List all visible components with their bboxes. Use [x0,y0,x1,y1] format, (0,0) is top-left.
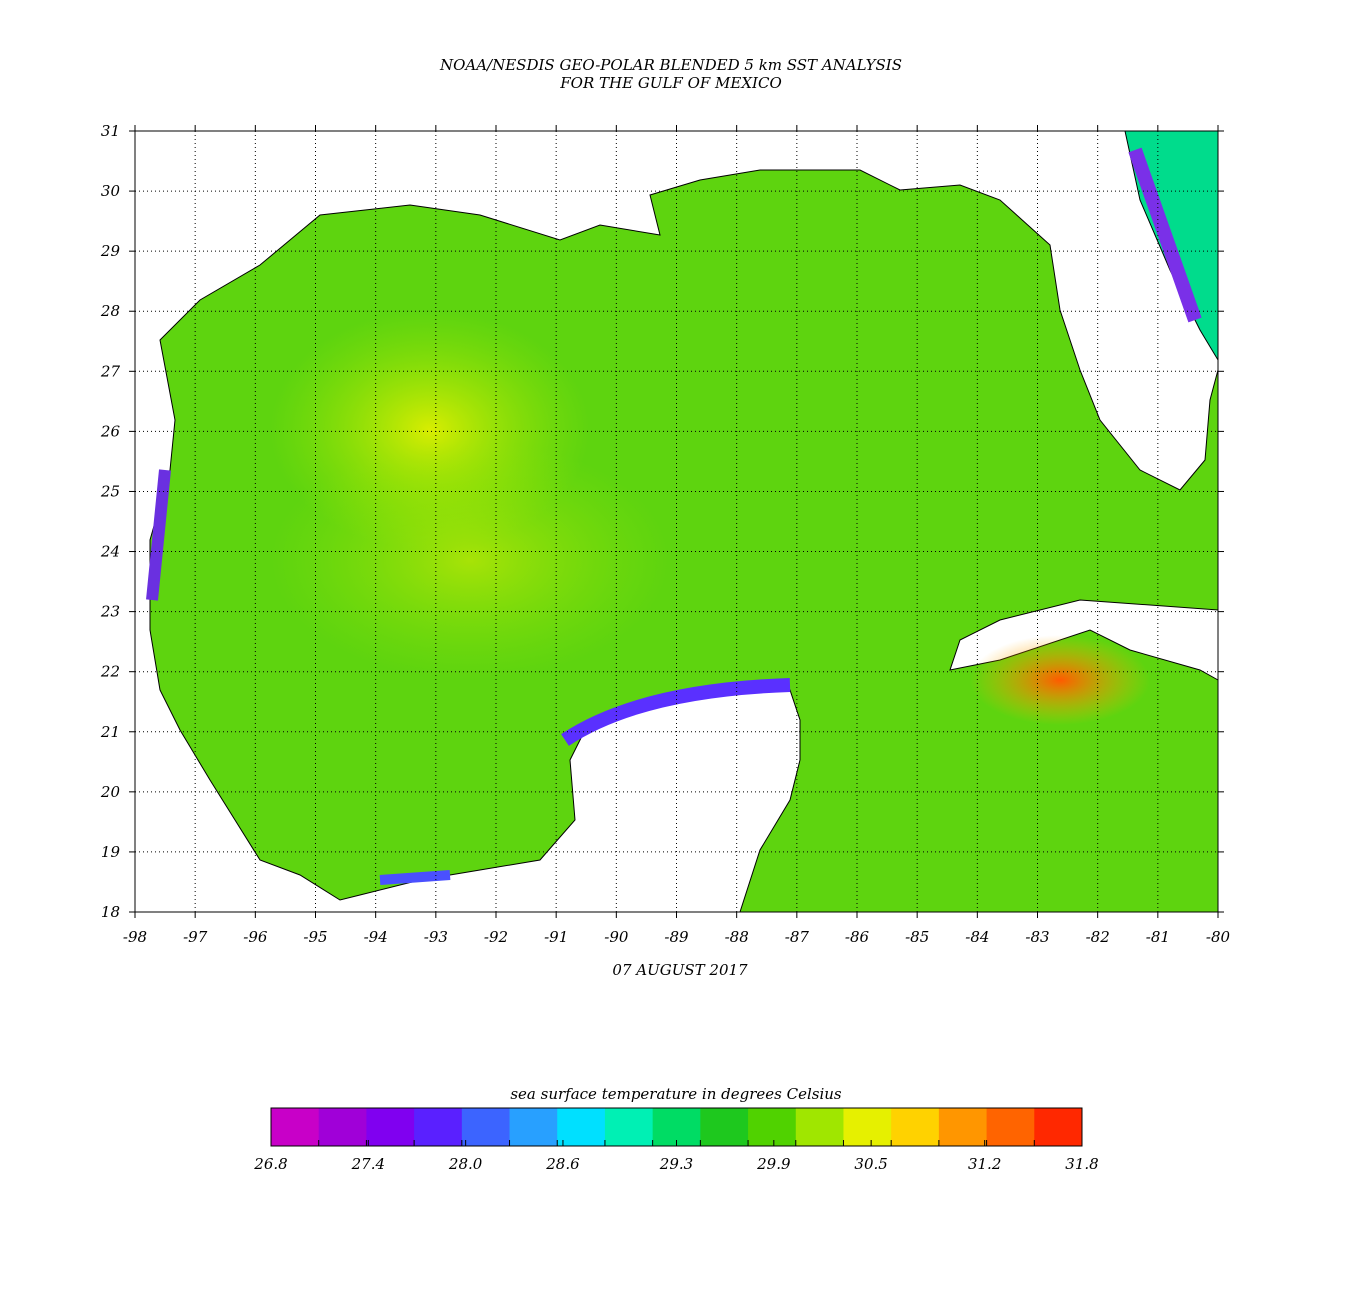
colorbar-swatch [1034,1108,1083,1146]
colorbar-swatch [461,1108,511,1146]
colorbar-swatch [318,1108,367,1146]
map-title: NOAA/NESDIS GEO-POLAR BLENDED 5 km SST A… [439,56,902,74]
colorbar-tick-label: 27.4 [351,1155,385,1173]
colorbar-swatch [366,1108,415,1146]
x-tick-label: -93 [424,928,448,946]
colorbar-swatch [748,1108,797,1146]
sea [146,130,1219,913]
y-tick-label: 27 [100,362,121,380]
y-tick-label: 31 [101,122,120,140]
map-date: 07 AUGUST 2017 [612,961,748,979]
x-tick-label: -89 [664,928,689,946]
colorbar-swatch [652,1108,701,1146]
colorbar-swatch [509,1108,558,1146]
colorbar-tick-label: 29.3 [659,1155,693,1173]
colorbar-tick-label: 28.0 [448,1155,483,1173]
cold-upwelling [561,678,791,746]
colorbar-swatch [700,1108,749,1146]
x-tick-label: -86 [845,928,870,946]
colorbar-swatch [986,1108,1035,1146]
colorbar-tick-label: 28.6 [545,1155,580,1173]
x-tick-label: -80 [1206,928,1231,946]
x-tick-label: -94 [364,928,388,946]
y-tick-label: 18 [101,903,120,921]
x-tick-label: -96 [243,928,268,946]
y-tick-label: 21 [100,723,120,741]
y-tick-label: 28 [100,302,120,320]
map-title: FOR THE GULF OF MEXICO [559,74,782,92]
x-tick-label: -82 [1086,928,1110,946]
y-tick-label: 24 [100,543,120,561]
x-tick-label: -95 [303,928,327,946]
cold-upwelling [146,469,171,601]
x-tick-label: -87 [785,928,810,946]
y-tick-label: 23 [100,603,120,621]
x-tick-label: -84 [965,928,989,946]
y-tick-label: 26 [100,422,121,440]
x-tick-label: -81 [1146,928,1170,946]
y-tick-label: 29 [100,242,121,260]
colorbar-swatch [414,1108,463,1146]
x-tick-label: -90 [604,928,629,946]
colorbar-swatch [795,1108,844,1146]
cold-upwelling [1128,147,1202,323]
y-tick-label: 30 [101,182,121,200]
colorbar-swatch [604,1108,654,1146]
x-tick-label: -97 [183,928,208,946]
x-tick-label: -98 [123,928,147,946]
y-tick-label: 22 [100,663,120,681]
colorbar-tick-label: 29.9 [756,1155,791,1173]
cold-upwelling [379,870,451,885]
y-tick-label: 25 [100,482,120,500]
warm-patch [270,440,670,680]
x-tick-label: -88 [725,928,749,946]
x-tick-label: -83 [1025,928,1049,946]
colorbar-swatch [938,1108,988,1146]
colorbar-swatch [843,1108,892,1146]
y-tick-label: 19 [101,843,121,861]
colorbar-tick-label: 31.8 [1065,1155,1098,1173]
x-tick-label: -85 [905,928,929,946]
colorbar-swatch [891,1108,940,1146]
colorbar-swatch [557,1108,606,1146]
colorbar-title: sea surface temperature in degrees Celsi… [510,1085,842,1103]
colorbar-tick-label: 26.8 [253,1155,287,1173]
y-tick-label: 20 [100,783,121,801]
x-tick-label: -91 [544,928,568,946]
colorbar-tick-label: 31.2 [968,1155,1001,1173]
x-tick-label: -92 [484,928,508,946]
colorbar-swatch [271,1108,320,1146]
hot-patch [970,635,1150,725]
colorbar-tick-label: 30.5 [854,1155,887,1173]
